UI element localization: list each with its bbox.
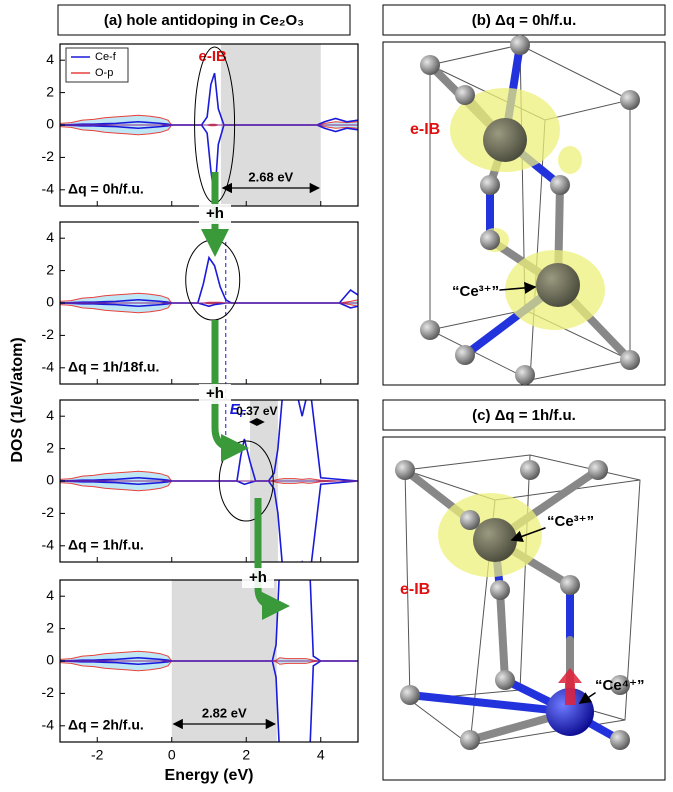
y-tick-label: 2 bbox=[46, 261, 54, 277]
x-axis-label: Energy (eV) bbox=[165, 767, 254, 784]
y-tick-label: 2 bbox=[46, 619, 54, 635]
y-tick-label: -2 bbox=[42, 504, 55, 520]
panel-label: Δq = 2h/f.u. bbox=[68, 717, 144, 733]
y-tick-label: -4 bbox=[42, 537, 55, 553]
y-tick-label: 4 bbox=[46, 587, 54, 603]
y-tick-label: 4 bbox=[46, 407, 54, 423]
legend-label: Ce-f bbox=[95, 51, 117, 63]
legend-label: O-p bbox=[95, 67, 113, 79]
x-tick-label: -2 bbox=[91, 747, 104, 763]
y-tick-label: -2 bbox=[42, 326, 55, 342]
y-tick-label: 0 bbox=[46, 294, 54, 310]
y-tick-label: -2 bbox=[42, 684, 55, 700]
y-tick-label: -4 bbox=[42, 717, 55, 733]
dos-line bbox=[60, 481, 358, 578]
y-tick-label: 4 bbox=[46, 229, 54, 245]
y-tick-label: 0 bbox=[46, 472, 54, 488]
y-tick-label: 0 bbox=[46, 116, 54, 132]
ion-label: “Ce³⁺” bbox=[452, 283, 499, 300]
y-axis-label: DOS (1/eV/atom) bbox=[9, 337, 26, 462]
panel-label: Δq = 0h/f.u. bbox=[68, 181, 144, 197]
hole-label: +h bbox=[206, 385, 224, 402]
panel-title: (c) Δq = 1h/f.u. bbox=[472, 407, 576, 424]
hole-label: +h bbox=[206, 205, 224, 222]
y-tick-label: 2 bbox=[46, 439, 54, 455]
hole-label: +h bbox=[249, 569, 267, 586]
panel-label: Δq = 1h/f.u. bbox=[68, 537, 144, 553]
y-tick-label: -4 bbox=[42, 181, 55, 197]
y-tick-label: 4 bbox=[46, 51, 54, 67]
panel bbox=[60, 258, 358, 313]
y-tick-label: -4 bbox=[42, 359, 55, 375]
band-label: e-IB bbox=[410, 121, 440, 138]
x-tick-label: 2 bbox=[242, 747, 250, 763]
ion-label: “Ce³⁺” bbox=[547, 513, 594, 530]
gap-label: 2.68 eV bbox=[248, 169, 293, 184]
panel-title: (a) hole antidoping in Ce₂O₃ bbox=[104, 12, 304, 29]
y-tick-label: 0 bbox=[46, 652, 54, 668]
x-tick-label: 4 bbox=[317, 747, 325, 763]
y-tick-label: 2 bbox=[46, 83, 54, 99]
peak-circle bbox=[186, 240, 240, 320]
split-label: 0.37 eV bbox=[236, 404, 277, 418]
band-label: e-IB bbox=[400, 581, 430, 598]
gap-label: 2.82 eV bbox=[202, 705, 247, 720]
panel-label: Δq = 1h/18f.u. bbox=[68, 359, 159, 375]
figure: (a) hole antidoping in Ce₂O₃ DOS (1/eV/a… bbox=[0, 0, 673, 787]
ion-label: “Ce⁴⁺” bbox=[595, 677, 645, 694]
x-tick-label: 0 bbox=[168, 747, 176, 763]
y-tick-label: -2 bbox=[42, 148, 55, 164]
panel-title: (b) Δq = 0h/f.u. bbox=[472, 12, 577, 29]
